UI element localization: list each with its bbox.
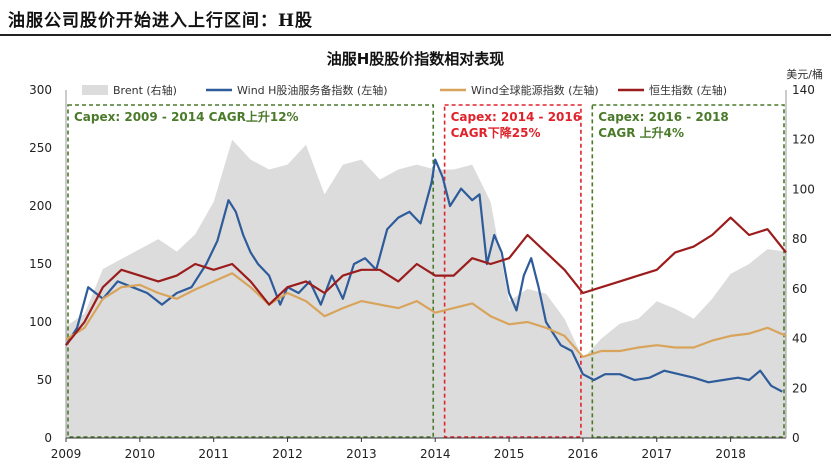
annotation-box-3 <box>591 104 785 438</box>
legend-label-4: 恒生指数 (左轴) <box>649 83 727 97</box>
x-tick-label: 2010 <box>125 447 156 461</box>
x-tick-label: 2014 <box>420 447 451 461</box>
y-right-tick-label: 140 <box>792 83 815 97</box>
title-divider <box>0 34 831 36</box>
y-left-tick-label: 300 <box>29 83 52 97</box>
x-tick-label: 2017 <box>641 447 672 461</box>
annotation-label-1: Capex: 2009 - 2014 CAGR上升12% <box>74 109 299 124</box>
x-tick-label: 2011 <box>198 447 229 461</box>
y-right-tick-label: 40 <box>792 332 807 346</box>
right-axis-unit: 美元/桶 <box>786 68 823 81</box>
y-left-tick-label: 50 <box>37 373 52 387</box>
y-right-tick-label: 60 <box>792 282 807 296</box>
legend-label-2: Wind H股油服务备指数 (左轴) <box>237 83 388 97</box>
page-title: 油服公司股价开始进入上行区间：H股 <box>8 11 314 31</box>
x-tick-label: 2013 <box>346 447 377 461</box>
y-right-tick-label: 0 <box>792 431 800 445</box>
annotation-label-2: Capex: 2014 - 2016 <box>451 110 581 124</box>
annotation-label-3-line2: CAGR 上升4% <box>598 125 684 140</box>
y-left-tick-label: 0 <box>44 431 52 445</box>
x-tick-label: 2015 <box>494 447 525 461</box>
y-left-tick-label: 150 <box>29 257 52 271</box>
chart-title: 油服H股股价指数相对表现 <box>326 50 505 68</box>
y-left-tick-label: 250 <box>29 141 52 155</box>
series-global-energy <box>65 272 787 358</box>
legend-label-1: Brent (右轴) <box>113 83 177 97</box>
y-right-tick-label: 20 <box>792 381 807 395</box>
series-oil-services <box>65 158 783 393</box>
annotation-box-1 <box>67 104 435 438</box>
y-right-tick-label: 120 <box>792 133 815 147</box>
series-brent-area <box>66 139 786 438</box>
annotation-label-3: Capex: 2016 - 2018 <box>598 110 728 124</box>
y-left-tick-label: 200 <box>29 199 52 213</box>
y-right-tick-label: 80 <box>792 232 807 246</box>
y-right-tick-label: 100 <box>792 182 815 196</box>
annotation-box-2 <box>443 104 582 438</box>
y-left-tick-label: 100 <box>29 315 52 329</box>
annotation-label-2-line2: CAGR下降25% <box>451 125 541 140</box>
x-tick-label: 2009 <box>51 447 82 461</box>
legend-label-3: Wind全球能源指数 (左轴) <box>471 83 599 97</box>
x-tick-label: 2016 <box>568 447 599 461</box>
x-tick-label: 2012 <box>272 447 303 461</box>
legend-swatch-1 <box>82 85 108 95</box>
series-hang-seng <box>65 216 787 346</box>
x-tick-label: 2018 <box>715 447 746 461</box>
